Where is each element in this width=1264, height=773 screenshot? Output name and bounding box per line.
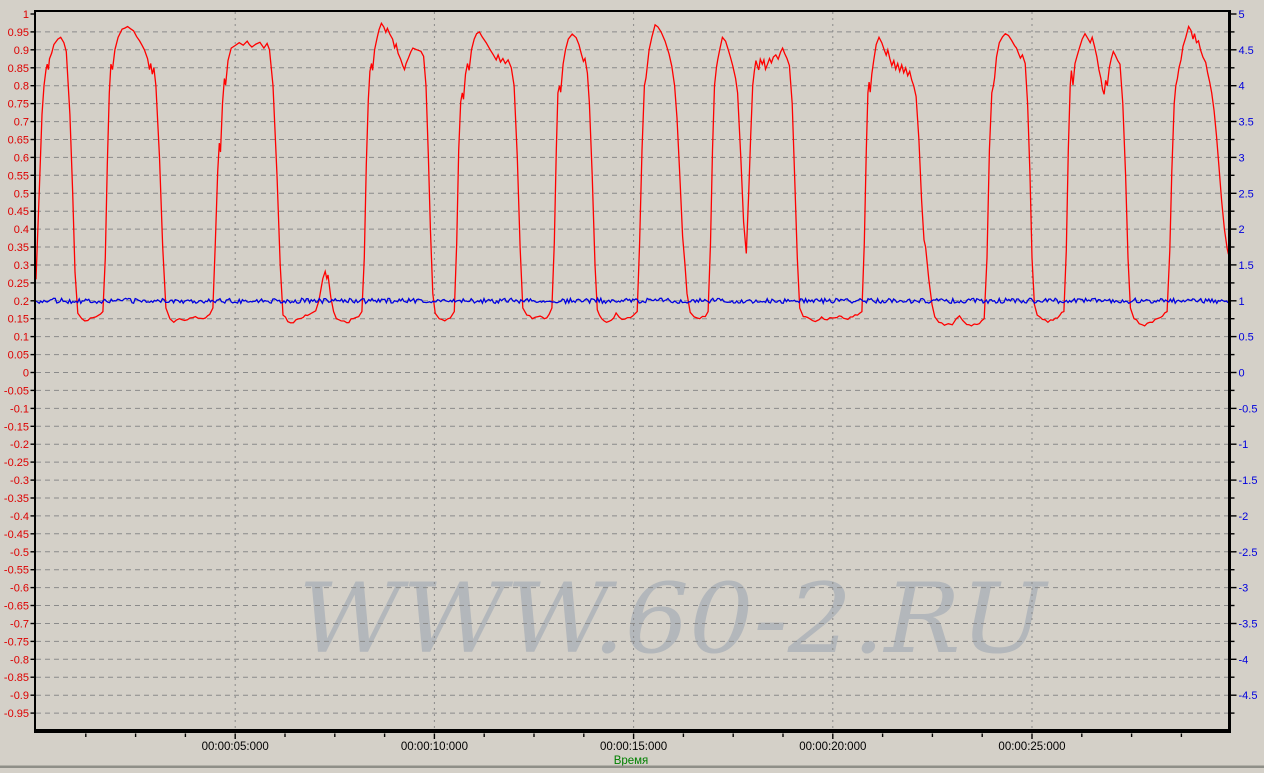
left-tick-label: -0.95 (4, 708, 29, 720)
time-tick-label: 00:00:10:000 (401, 741, 468, 753)
left-tick-label: 0.4 (14, 224, 29, 236)
left-tick-label: -0.3 (10, 475, 29, 487)
red-signal-line (35, 21, 1230, 327)
blue-signal-line (35, 296, 1229, 306)
right-tick-label: 4.5 (1239, 45, 1254, 57)
left-tick-label: -0.75 (4, 636, 29, 648)
right-tick-label: -3.5 (1239, 619, 1258, 631)
left-tick-label: 0.7 (14, 117, 29, 129)
left-tick-label: -0.6 (10, 583, 29, 595)
right-tick-label: 4 (1239, 81, 1245, 93)
left-tick-label: -0.05 (4, 385, 29, 397)
right-tick-label: 3 (1239, 152, 1245, 164)
left-tick-label: 0.75 (8, 99, 29, 111)
x-axis-ticks (85, 733, 1183, 739)
right-tick-label: -4 (1239, 654, 1249, 666)
right-tick-label: 0 (1239, 368, 1245, 380)
left-tick-label: 0.65 (8, 135, 29, 147)
left-tick-label: -0.2 (10, 439, 29, 451)
left-tick-label: -0.55 (4, 565, 29, 577)
left-tick-label: -0.1 (10, 403, 29, 415)
series-lines (35, 21, 1230, 327)
left-tick-label: -0.25 (4, 457, 29, 469)
left-tick-label: -0.8 (10, 654, 29, 666)
right-tick-label: 5 (1239, 9, 1245, 21)
left-tick-label: -0.9 (10, 690, 29, 702)
right-tick-label: 3.5 (1239, 117, 1254, 129)
left-tick-label: 0.25 (8, 278, 29, 290)
left-tick-label: -0.45 (4, 529, 29, 541)
left-tick-label: 0.6 (14, 152, 29, 164)
left-tick-label: 0.95 (8, 27, 29, 39)
right-tick-label: -1 (1239, 439, 1249, 451)
left-tick-label: 0.85 (8, 63, 29, 75)
right-tick-label: 2.5 (1239, 188, 1254, 200)
left-axis-ticks (30, 13, 35, 714)
left-tick-label: 0.45 (8, 206, 29, 218)
left-tick-label: 0.55 (8, 170, 29, 182)
left-tick-label: 0.35 (8, 242, 29, 254)
watermark: WWW.60-2.RU (298, 563, 1049, 675)
left-tick-label: -0.5 (10, 547, 29, 559)
gridlines (36, 12, 1228, 730)
left-tick-label: 0 (23, 368, 29, 380)
right-tick-label: -4.5 (1239, 690, 1258, 702)
left-tick-label: -0.4 (10, 511, 29, 523)
time-tick-label: 00:00:25:000 (998, 741, 1065, 753)
right-tick-label: -0.5 (1239, 403, 1258, 415)
time-tick-label: 00:00:20:000 (799, 741, 866, 753)
left-axis-labels: 1 0.95 0.9 0.85 0.8 0.75 0.7 0.65 0.6 0.55 0.5 0.45… (4, 9, 29, 720)
right-tick-label: 1 (1239, 296, 1245, 308)
left-tick-label: 0.3 (14, 260, 29, 272)
left-tick-label: 0.15 (8, 314, 29, 326)
left-tick-label: 1 (23, 9, 29, 21)
right-tick-label: 0.5 (1239, 332, 1254, 344)
right-tick-label: -2 (1239, 511, 1249, 523)
left-tick-label: -0.35 (4, 493, 29, 505)
time-tick-label: 00:00:05:000 (202, 741, 269, 753)
watermark-text: WWW.60-2.RU (298, 563, 1049, 675)
right-tick-label: 2 (1239, 224, 1245, 236)
right-tick-label: -1.5 (1239, 475, 1258, 487)
left-tick-label: -0.65 (4, 601, 29, 613)
window-bottom-edge (0, 765, 1264, 768)
right-axis-ticks (1230, 13, 1237, 714)
x-axis-title: Время (614, 755, 649, 767)
time-tick-label: 00:00:15:000 (600, 741, 667, 753)
right-tick-label: 1.5 (1239, 260, 1254, 272)
right-tick-label: -3 (1239, 583, 1249, 595)
left-tick-label: 0.5 (14, 188, 29, 200)
left-tick-label: -0.7 (10, 619, 29, 631)
axis-borders (34, 10, 1231, 733)
left-tick-label: -0.15 (4, 421, 29, 433)
right-axis-labels: 5 4.5 4 3.5 3 2.5 2 1.5 1 0.5 0 -0.5 -1 -1.5 -2 -2.5 -3 -… (1239, 9, 1258, 702)
left-tick-label: 0.9 (14, 45, 29, 57)
left-tick-label: -0.85 (4, 672, 29, 684)
left-tick-label: 0.1 (14, 332, 29, 344)
left-tick-label: 0.05 (8, 350, 29, 362)
left-tick-label: 0.2 (14, 296, 29, 308)
x-axis-labels: 00:00:05:000 00:00:10:000 00:00:15:000 00:0… (202, 741, 1066, 753)
left-tick-label: 0.8 (14, 81, 29, 93)
right-tick-label: -2.5 (1239, 547, 1258, 559)
